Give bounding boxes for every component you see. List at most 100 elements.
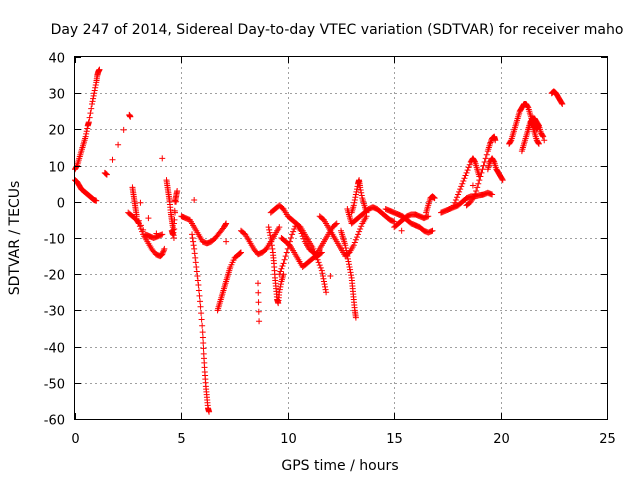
data-point bbox=[137, 199, 144, 206]
data-point bbox=[316, 262, 323, 269]
series-dip-recovery bbox=[214, 249, 244, 314]
data-point bbox=[82, 133, 89, 140]
y-tick-label: -40 bbox=[44, 342, 65, 357]
x-tick-labels: 0 5 10 15 20 25 bbox=[71, 432, 615, 447]
data-point bbox=[190, 238, 197, 245]
data-point bbox=[352, 236, 359, 243]
data-point bbox=[287, 235, 294, 241]
data-point bbox=[277, 283, 284, 290]
data-point bbox=[90, 92, 97, 99]
data-point bbox=[471, 158, 478, 165]
data-point bbox=[256, 318, 263, 325]
data-point bbox=[174, 187, 181, 194]
data-point bbox=[456, 188, 463, 195]
data-point bbox=[457, 186, 464, 193]
data-point bbox=[507, 138, 514, 145]
data-point bbox=[559, 101, 566, 108]
data-point bbox=[223, 220, 230, 227]
data-points bbox=[72, 66, 566, 415]
data-point bbox=[351, 199, 358, 206]
data-point bbox=[318, 267, 325, 274]
data-point bbox=[357, 184, 364, 191]
data-point bbox=[322, 283, 329, 290]
data-point bbox=[320, 275, 327, 282]
data-point bbox=[115, 141, 122, 148]
data-point bbox=[290, 228, 297, 235]
data-point bbox=[266, 229, 273, 236]
data-point bbox=[266, 226, 273, 233]
data-point bbox=[91, 90, 98, 97]
data-point bbox=[317, 264, 324, 271]
series-pass-13peak bbox=[348, 177, 370, 216]
series-pass-5to7 bbox=[178, 213, 230, 247]
data-point bbox=[170, 220, 177, 227]
data-point bbox=[352, 191, 359, 198]
data-point bbox=[452, 196, 459, 203]
data-point bbox=[431, 195, 438, 202]
data-point bbox=[282, 253, 289, 260]
data-point bbox=[322, 286, 329, 293]
data-point bbox=[197, 303, 204, 310]
data-point bbox=[459, 180, 466, 187]
series-early-rise bbox=[72, 66, 103, 173]
data-point bbox=[343, 247, 350, 254]
data-point bbox=[319, 270, 326, 277]
series-pass-23a bbox=[525, 119, 542, 147]
data-point bbox=[353, 234, 360, 241]
data-point bbox=[346, 263, 353, 270]
y-tick-label: -10 bbox=[44, 233, 65, 248]
data-point bbox=[357, 187, 364, 194]
data-point bbox=[265, 224, 272, 231]
data-point bbox=[255, 299, 262, 306]
data-point bbox=[465, 164, 472, 171]
series-pass-18to19-rise bbox=[450, 155, 483, 209]
data-point bbox=[199, 334, 206, 341]
data-point bbox=[170, 235, 177, 241]
data-point bbox=[450, 202, 457, 209]
data-point bbox=[489, 191, 496, 198]
data-point bbox=[189, 235, 196, 241]
series-isolated bbox=[101, 111, 548, 325]
data-point bbox=[280, 260, 287, 267]
data-point bbox=[473, 187, 480, 194]
data-point bbox=[193, 268, 200, 275]
data-point bbox=[93, 197, 100, 204]
data-point bbox=[320, 278, 327, 285]
data-point bbox=[345, 261, 352, 268]
data-point bbox=[333, 220, 340, 227]
data-point bbox=[222, 221, 229, 228]
data-point bbox=[350, 202, 357, 209]
data-point bbox=[276, 271, 283, 278]
data-point bbox=[200, 345, 207, 352]
data-point bbox=[539, 132, 546, 139]
data-point bbox=[344, 255, 351, 262]
data-point bbox=[540, 133, 547, 140]
data-point bbox=[297, 227, 304, 234]
data-point bbox=[299, 233, 306, 240]
series-pass-16to17 bbox=[423, 193, 438, 216]
data-point bbox=[535, 140, 542, 147]
data-point bbox=[277, 281, 284, 288]
data-point bbox=[492, 137, 499, 144]
data-point bbox=[469, 182, 476, 189]
data-point bbox=[237, 249, 244, 256]
series-early-decay bbox=[72, 177, 100, 204]
series-pass-2to4 bbox=[125, 184, 168, 260]
data-point bbox=[451, 199, 458, 206]
series-pass-9to10 bbox=[265, 224, 287, 307]
data-point bbox=[480, 162, 487, 169]
data-point bbox=[171, 216, 178, 223]
data-point bbox=[194, 273, 201, 280]
data-point bbox=[91, 87, 98, 94]
data-point bbox=[315, 259, 322, 266]
data-point bbox=[278, 265, 285, 272]
x-tick-label: 10 bbox=[280, 432, 297, 447]
data-point bbox=[283, 249, 290, 256]
series-pass-19to20 bbox=[484, 155, 506, 184]
y-tick-label: -60 bbox=[44, 414, 65, 429]
data-point bbox=[133, 213, 140, 220]
y-tick-label: 30 bbox=[48, 88, 65, 103]
data-point bbox=[327, 273, 334, 280]
data-point bbox=[455, 191, 462, 198]
data-point bbox=[535, 121, 542, 128]
